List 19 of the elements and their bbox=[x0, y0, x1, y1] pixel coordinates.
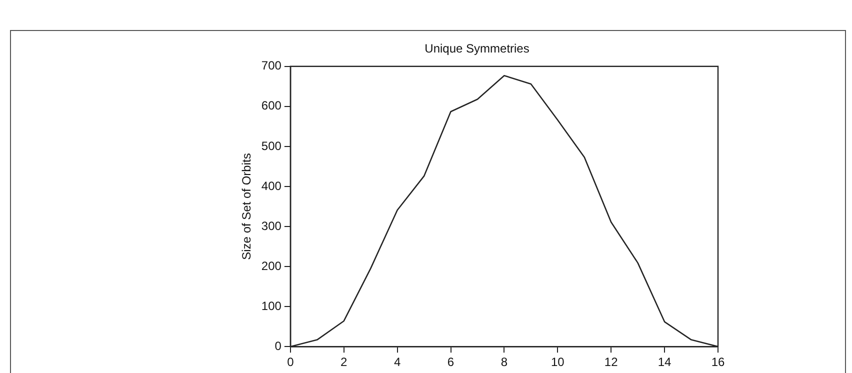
y-tick-label: 400 bbox=[261, 178, 282, 193]
x-tick-label: 14 bbox=[658, 355, 672, 370]
y-tick-label: 500 bbox=[261, 138, 282, 153]
x-tick-label: 16 bbox=[711, 355, 725, 370]
y-tick-label: 600 bbox=[261, 98, 282, 113]
y-tick-label: 200 bbox=[261, 258, 282, 273]
x-tick-label: 12 bbox=[604, 355, 618, 370]
x-tick-label: 4 bbox=[394, 355, 401, 370]
y-tick-label: 0 bbox=[274, 338, 282, 353]
y-tick-label: 700 bbox=[261, 58, 282, 73]
x-tick-label: 2 bbox=[340, 355, 348, 370]
x-tick-label: 10 bbox=[550, 355, 565, 370]
x-tick-label: 0 bbox=[287, 355, 294, 370]
y-tick-label: 300 bbox=[261, 218, 282, 233]
chart-title: Unique Symmetries bbox=[424, 42, 530, 56]
x-tick-label: 8 bbox=[500, 355, 508, 370]
y-axis-title: Size of Set of Orbits bbox=[240, 153, 254, 260]
x-tick-label: 6 bbox=[447, 355, 454, 370]
y-tick-label: 100 bbox=[261, 298, 282, 313]
